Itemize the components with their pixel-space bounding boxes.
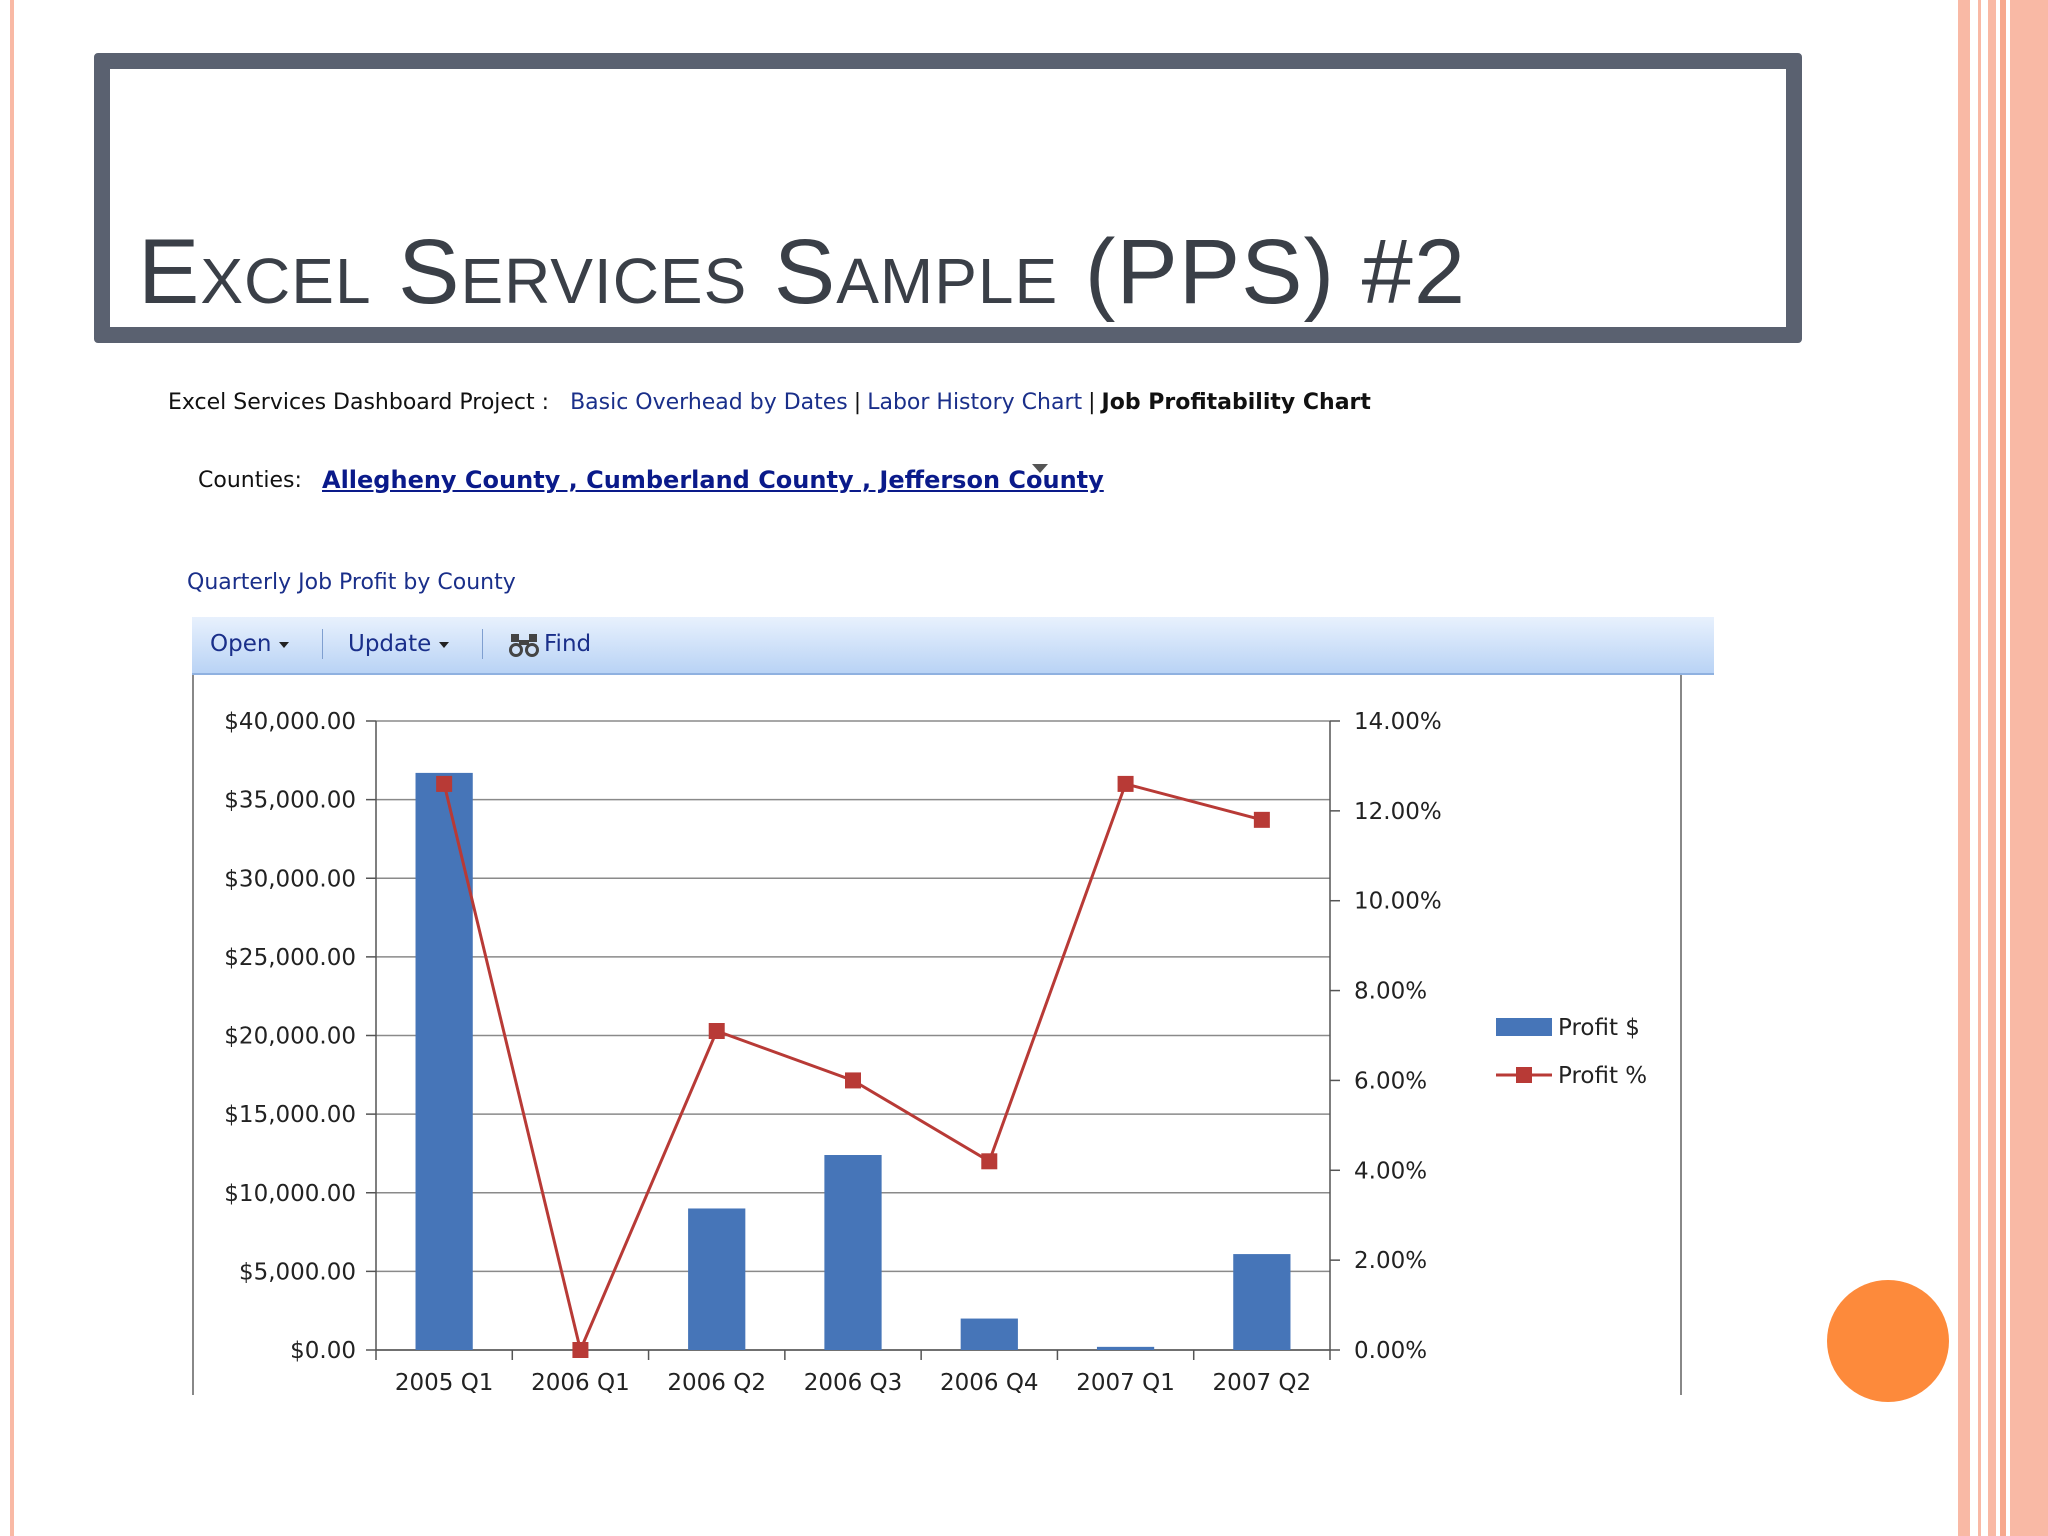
breadcrumb-current: Job Profitability Chart [1101,390,1371,415]
right-tick-label: 6.00% [1354,1068,1427,1094]
breadcrumb-separator: | [1088,390,1096,415]
left-edge-stripe [10,0,14,1536]
breadcrumb-link-labor-history[interactable]: Labor History Chart [867,390,1083,415]
point-profit-percent [1117,775,1134,792]
x-tick-label: 2007 Q1 [1076,1370,1175,1395]
bar-profit-dollars [824,1155,882,1350]
left-tick-label: $15,000.00 [224,1102,356,1128]
bar-profit-dollars [415,772,473,1350]
counties-label: Counties: [198,468,302,493]
update-label: Update [348,631,432,657]
binoculars-icon [509,633,539,657]
right-stripe-4 [2000,0,2006,1536]
chart-svg: $0.00 $5,000.00 $10,000.00 $15,000.00 $20,00… [224,709,1647,1396]
breadcrumb-prefix: Excel Services Dashboard Project : [168,390,550,415]
point-profit-percent [572,1342,589,1358]
slide-title: Excel Services Sample (PPS) #2 [138,221,1466,323]
bar-profit-dollars [1096,1346,1155,1350]
bar-profit-dollars [960,1318,1018,1350]
point-profit-percent [708,1023,725,1040]
x-tick-label: 2005 Q1 [395,1370,494,1395]
decorative-orange-circle [1827,1280,1949,1402]
breadcrumb: Excel Services Dashboard Project : Basic… [168,390,1371,415]
caret-down-icon [439,641,450,648]
right-tick-label: 4.00% [1354,1158,1427,1184]
left-tick-label: $0.00 [290,1338,356,1364]
x-tick-label: 2007 Q2 [1213,1370,1312,1395]
x-tick-label: 2006 Q1 [531,1370,630,1395]
find-label: Find [544,631,592,657]
point-profit-percent [845,1072,861,1089]
left-tick-label: $10,000.00 [224,1181,356,1207]
left-tick-label: $35,000.00 [224,788,356,814]
point-profit-percent [981,1153,998,1170]
right-stripe-5 [2010,0,2048,1536]
legend-swatch-profit-dollars [1496,1018,1552,1036]
left-tick-label: $30,000.00 [224,866,356,892]
chart-area: $0.00 $5,000.00 $10,000.00 $15,000.00 $20,00… [192,675,1682,1396]
left-tick-label: $40,000.00 [224,709,356,735]
right-stripe-3 [1988,0,1996,1536]
update-menu-button[interactable]: Update [348,631,450,657]
right-tick-label: 0.00% [1354,1338,1427,1364]
right-tick-label: 2.00% [1354,1248,1427,1274]
report-title-link[interactable]: Quarterly Job Profit by County [187,570,516,595]
right-tick-label: 10.00% [1354,889,1442,915]
right-stripe-1 [1958,0,1970,1536]
bar-profit-dollars [1233,1254,1291,1350]
legend-label-profit-dollars: Profit $ [1558,1015,1640,1041]
open-menu-button[interactable]: Open [210,631,290,657]
breadcrumb-link-basic-overhead[interactable]: Basic Overhead by Dates [570,390,848,415]
right-stripe-2 [1978,0,1981,1536]
right-tick-label: 14.00% [1354,709,1442,735]
left-tick-label: $20,000.00 [224,1024,356,1050]
x-tick-label: 2006 Q2 [667,1370,766,1395]
excel-toolbar: Open Update Find [192,617,1714,675]
bar-profit-dollars [688,1208,746,1350]
toolbar-divider [322,629,323,659]
point-profit-percent [1253,811,1270,828]
left-tick-label: $5,000.00 [239,1259,356,1285]
chevron-down-icon[interactable] [1032,464,1048,473]
find-button[interactable]: Find [508,631,591,658]
x-tick-label: 2006 Q3 [804,1370,903,1395]
legend-marker-profit-percent [1516,1067,1532,1083]
title-frame: Excel Services Sample (PPS) #2 [94,53,1802,343]
counties-filter-link[interactable]: Allegheny County , Cumberland County , J… [322,466,1104,494]
legend-label-profit-percent: Profit % [1558,1063,1647,1089]
point-profit-percent [436,775,453,792]
caret-down-icon [279,641,290,648]
breadcrumb-separator: | [853,390,862,415]
open-label: Open [210,631,272,657]
right-tick-label: 8.00% [1354,979,1427,1005]
x-tick-label: 2006 Q4 [940,1370,1039,1395]
left-tick-label: $25,000.00 [224,945,356,971]
right-tick-label: 12.00% [1354,799,1442,825]
toolbar-divider [482,629,483,659]
